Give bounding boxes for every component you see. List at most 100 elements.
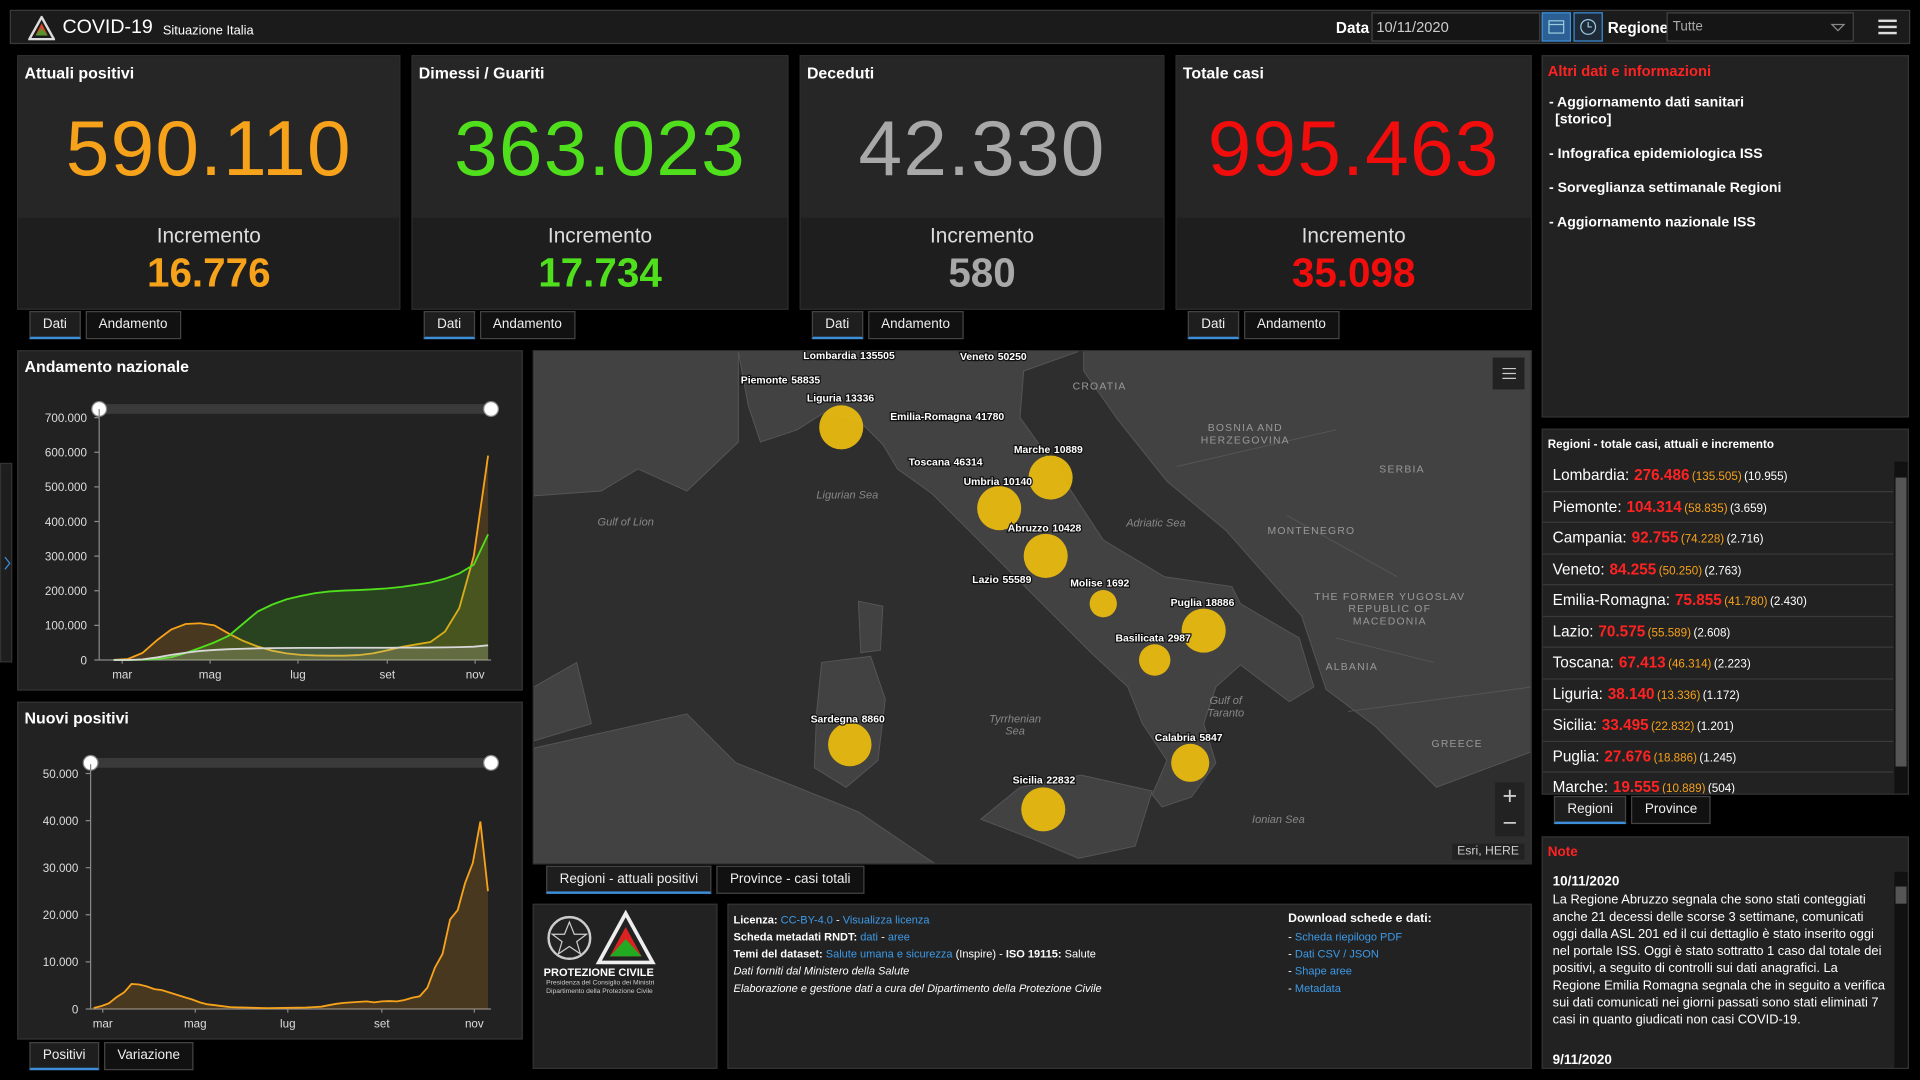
bubble-value: 18886 [1205,598,1234,609]
region-bubble[interactable] [1028,455,1073,500]
place-label-line: GREECE [1432,739,1483,750]
logo-name: PROTEZIONE CIVILE [543,966,654,979]
info-text[interactable]: Metadata [1294,982,1341,995]
region-row: Marche: 19.555 (10.889) (504) [1543,773,1893,794]
region-total: 38.140 [1607,685,1655,703]
info-link[interactable]: - Aggiornamento nazionale ISS [1548,215,1756,231]
region-row: Liguria: 38.140 (13.336) (1.172) [1542,679,1894,711]
region-current: (13.336) [1657,688,1701,703]
map-tabs: Regioni - attuali positivi Province - cas… [546,865,864,894]
sea-label-line: Taranto [1207,707,1244,719]
region-bubble[interactable] [1171,743,1210,782]
card-top [412,56,788,218]
region-row: Lombardia: 276.486 (135.505) (10.955) [1542,460,1894,492]
info-text[interactable]: CC-BY-4.0 [780,913,833,926]
bubble-value: 55589 [1002,575,1031,586]
chart-title: Andamento nazionale [24,357,190,376]
bubble-name: Piemonte [741,375,788,386]
place-label: BOSNIA AND HERZEGOVINA [1201,423,1290,446]
tab[interactable]: Dati [423,311,475,340]
region-select[interactable]: Tutte [1666,12,1854,42]
place-label: THE FORMER YUGOSLAV REPUBLIC OF MACEDONIA [1314,592,1465,627]
sea-label: Ionian Sea [1252,814,1305,826]
series-line [113,455,489,661]
bubble-name: Toscana [909,457,951,468]
chart-svg: 0 10.000 20.000 30.000 40.000 50.000 mar mag lug… [43,754,499,1030]
info-text[interactable]: Salute umana e sicurezza [825,947,953,961]
menu-button[interactable] [1877,17,1899,37]
scrollbar[interactable] [1894,461,1908,794]
clock-button[interactable] [1573,12,1603,42]
increment-value: 17.734 [538,249,662,296]
info-link[interactable]: - Infografica epidemiologica ISS [1548,146,1763,162]
info-line: Scheda metadati RNDT: dati - aree [733,928,1101,945]
info-text[interactable]: Shape aree [1294,964,1352,978]
tab[interactable]: Regioni - attuali positivi [546,865,712,894]
bubble-label: Puglia 18886 [1171,598,1235,609]
zoom-controls [1495,782,1525,837]
series-area [93,821,488,1009]
info-link[interactable]: [storico] [1555,112,1612,128]
bubble-label: Marche 10889 [1014,445,1083,456]
bubble-name: Emilia-Romagna [890,412,972,423]
tab[interactable]: Variazione [103,1042,194,1071]
region-bubble[interactable] [977,486,1022,531]
date-input[interactable]: 10/11/2020 [1371,12,1541,42]
info-text[interactable]: aree [887,930,910,943]
region-bubble[interactable] [819,405,864,450]
tab[interactable]: Dati [811,311,863,340]
region-bubble[interactable] [1138,644,1171,676]
notes-title: Note [1547,844,1578,860]
header-bar: COVID-19 Situazione Italia Data 10/11/20… [9,9,1911,45]
tab[interactable]: Andamento [867,311,964,340]
side-toggle[interactable] [0,462,13,663]
sea-label-line: Ionian Sea [1252,814,1305,826]
bubble-value: 10140 [1003,477,1032,488]
slider-handle[interactable] [483,754,499,771]
protezione-civile-logo [595,909,656,965]
layer-list-button[interactable] [1492,357,1525,390]
bubble-value: 1692 [1106,579,1129,590]
y-tick-label: 0 [72,1003,79,1016]
card-title: Deceduti [806,63,875,83]
region-name: Lombardia: [1552,466,1630,484]
region-bubble[interactable] [828,722,872,767]
info-text[interactable]: Visualizza licenza [842,913,930,926]
sea-label-line: Ligurian Sea [816,489,878,501]
region-bubble[interactable] [1089,590,1117,618]
region-row: Puglia: 27.676 (18.886) (1.245) [1542,741,1894,773]
region-increment: (2.716) [1726,532,1764,547]
chart-title: Nuovi positivi [24,708,129,728]
chart-panel: Andamento nazionale 0 100.000 200.000 300.00… [17,350,523,691]
tab[interactable]: Dati [29,311,81,340]
y-tick-label: 0 [80,654,87,667]
tab[interactable]: Regioni [1553,795,1627,825]
increment-label: Incremento [547,224,653,248]
tab[interactable]: Andamento [479,311,576,340]
info-text[interactable]: dati [860,930,879,943]
card-bottom [800,217,1164,309]
tab[interactable]: Province - casi totali [716,865,864,894]
info-text: (Inspire) - [952,947,1006,961]
region-bubble[interactable] [1181,608,1226,653]
region-name: Liguria: [1552,685,1603,703]
scrollbar[interactable] [1894,871,1908,1068]
bubble-label: Abruzzo 10428 [1008,523,1082,534]
info-link[interactable]: - Aggiornamento dati sanitari [1548,95,1745,111]
tab[interactable]: Province [1631,795,1711,825]
date-label: Data [1335,19,1370,37]
info-link[interactable]: - Sorveglianza settimanale Regioni [1548,181,1782,196]
region-bubble[interactable] [1021,787,1066,832]
region-bubble[interactable] [1023,533,1068,578]
calendar-button[interactable] [1541,12,1572,42]
info-text[interactable]: Dati CSV / JSON [1294,947,1379,961]
app-subtitle: Situazione Italia [162,23,254,38]
info-text[interactable]: Scheda riepilogo PDF [1294,930,1403,943]
bubble-name: Veneto [960,352,994,363]
tab[interactable]: Positivi [29,1042,99,1071]
slider-handle[interactable] [483,401,499,417]
chart-tabs: Positivi Variazione [29,1042,194,1071]
tab[interactable]: Andamento [85,311,182,340]
tab[interactable]: Andamento [1243,311,1340,340]
tab[interactable]: Dati [1187,311,1239,340]
